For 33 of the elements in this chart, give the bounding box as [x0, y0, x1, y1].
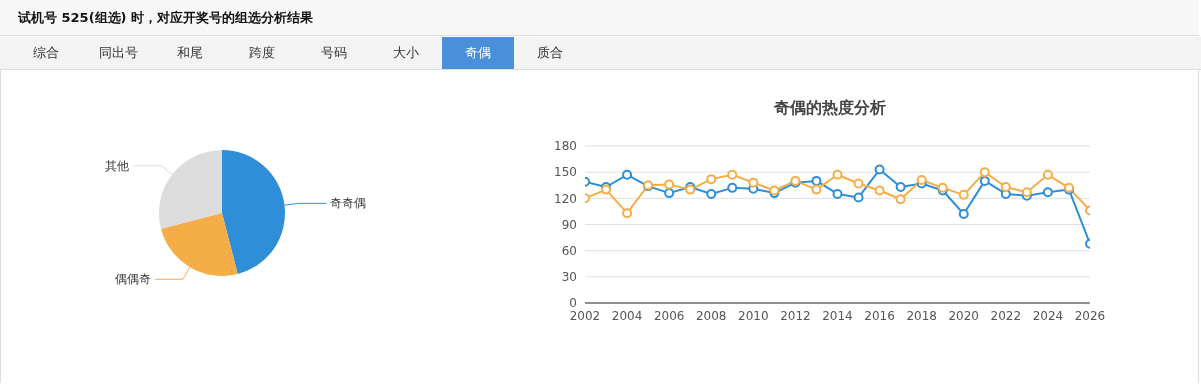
x-tick-label: 2010	[738, 308, 769, 323]
text: 综合	[32, 44, 60, 62]
y-tick-label: 0	[569, 296, 577, 311]
x-tick-label: 2014	[822, 308, 853, 323]
x-tick-label: 2020	[948, 308, 980, 323]
x-tick-label: 2016	[864, 308, 895, 323]
y-tick-label: 90	[561, 217, 577, 232]
x-tick-label: 2004	[611, 308, 643, 323]
text: 质合	[536, 44, 564, 62]
text: 奇偶	[442, 37, 514, 69]
text: 大小	[392, 44, 420, 62]
text: 跨度	[248, 44, 276, 62]
text: 号码	[320, 44, 348, 62]
y-tick-label: 180	[554, 139, 577, 154]
x-tick-label: 2024	[1032, 308, 1064, 323]
chart-title: 奇偶的热度分析	[773, 98, 887, 119]
x-tick-label: 2012	[780, 308, 811, 323]
chart-title: 试机号 525(组选) 时，对应开奖号的组选分析结果	[0, 0, 1199, 36]
x-tick-label: 2018	[906, 308, 937, 323]
text: 和尾	[176, 44, 204, 62]
y-tick-label: 60	[561, 243, 577, 258]
y-tick-label: 150	[554, 165, 577, 180]
slice-label: 奇奇偶	[330, 196, 367, 211]
text: 同出号	[97, 44, 139, 62]
slice-label: 其他	[105, 158, 130, 173]
x-tick-label: 2002	[569, 308, 601, 323]
y-tick-label: 30	[561, 270, 577, 285]
x-tick-label: 2006	[653, 308, 685, 323]
slice-label: 偶偶奇	[114, 272, 151, 287]
y-tick-label: 120	[554, 191, 577, 206]
x-tick-label: 2008	[695, 308, 727, 323]
x-tick-label: 2026	[1074, 308, 1106, 323]
x-tick-label: 2022	[990, 308, 1022, 323]
